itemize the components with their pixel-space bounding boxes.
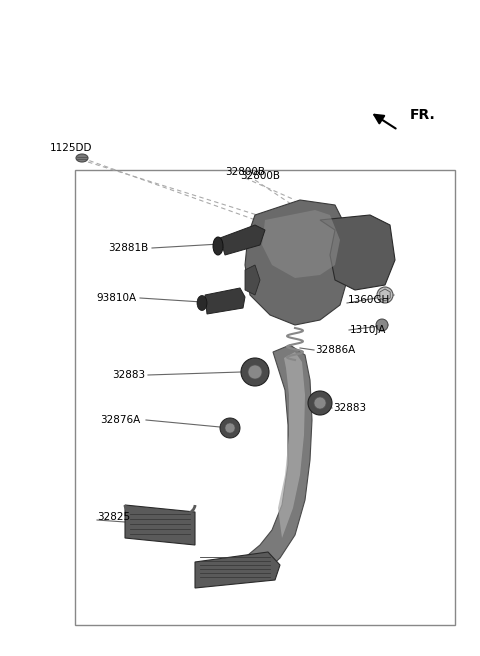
Text: 32800B: 32800B bbox=[225, 167, 265, 177]
Polygon shape bbox=[205, 288, 245, 314]
Text: 32881B: 32881B bbox=[108, 243, 148, 253]
Circle shape bbox=[220, 418, 240, 438]
Circle shape bbox=[314, 397, 326, 409]
Ellipse shape bbox=[197, 295, 207, 310]
Text: 1310JA: 1310JA bbox=[350, 325, 386, 335]
Ellipse shape bbox=[213, 237, 223, 255]
Text: 32800B: 32800B bbox=[240, 171, 280, 181]
Circle shape bbox=[377, 287, 393, 303]
Circle shape bbox=[225, 423, 235, 433]
Polygon shape bbox=[125, 505, 195, 545]
Text: FR.: FR. bbox=[410, 108, 436, 122]
Polygon shape bbox=[195, 552, 280, 588]
Polygon shape bbox=[278, 352, 305, 538]
Ellipse shape bbox=[76, 154, 88, 162]
Polygon shape bbox=[245, 200, 350, 325]
Polygon shape bbox=[320, 215, 395, 290]
Text: 1125DD: 1125DD bbox=[50, 143, 93, 153]
Polygon shape bbox=[262, 210, 340, 278]
Polygon shape bbox=[220, 225, 265, 255]
Text: 32883: 32883 bbox=[112, 370, 145, 380]
Text: 32825: 32825 bbox=[97, 512, 130, 522]
Circle shape bbox=[308, 391, 332, 415]
Polygon shape bbox=[248, 345, 312, 575]
Circle shape bbox=[241, 358, 269, 386]
Polygon shape bbox=[245, 265, 260, 295]
Circle shape bbox=[248, 365, 262, 379]
Text: 1360GH: 1360GH bbox=[348, 295, 390, 305]
Text: 32876A: 32876A bbox=[100, 415, 140, 425]
Text: 32883: 32883 bbox=[333, 403, 366, 413]
Bar bbox=[75, 170, 455, 625]
Circle shape bbox=[376, 319, 388, 331]
Text: 32886A: 32886A bbox=[315, 345, 355, 355]
Text: 93810A: 93810A bbox=[96, 293, 136, 303]
